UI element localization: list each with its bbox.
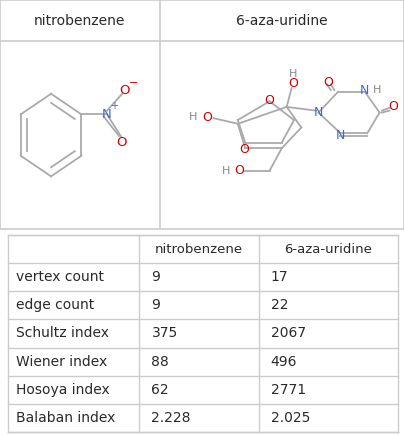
Text: N: N bbox=[314, 106, 323, 119]
Text: H: H bbox=[288, 69, 297, 79]
Text: 496: 496 bbox=[271, 354, 297, 368]
Text: O: O bbox=[202, 111, 212, 124]
Text: Hosoya index: Hosoya index bbox=[16, 383, 110, 397]
Text: N: N bbox=[336, 129, 345, 143]
Text: 2771: 2771 bbox=[271, 383, 306, 397]
Text: Balaban index: Balaban index bbox=[16, 411, 116, 425]
Text: 6-aza-uridine: 6-aza-uridine bbox=[284, 243, 372, 255]
Text: −: − bbox=[128, 78, 138, 89]
Text: vertex count: vertex count bbox=[16, 270, 104, 284]
Text: O: O bbox=[119, 84, 130, 96]
Text: nitrobenzene: nitrobenzene bbox=[34, 14, 126, 27]
Text: N: N bbox=[102, 108, 112, 121]
Text: O: O bbox=[265, 94, 274, 107]
Text: edge count: edge count bbox=[16, 298, 95, 312]
Text: 2.228: 2.228 bbox=[152, 411, 191, 425]
Text: H: H bbox=[221, 166, 230, 176]
Text: O: O bbox=[323, 76, 333, 89]
Text: 62: 62 bbox=[152, 383, 169, 397]
Text: 2.025: 2.025 bbox=[271, 411, 310, 425]
Text: 22: 22 bbox=[271, 298, 288, 312]
Text: N: N bbox=[360, 84, 370, 96]
Text: 375: 375 bbox=[152, 327, 178, 341]
Text: O: O bbox=[288, 77, 298, 90]
Text: Schultz index: Schultz index bbox=[16, 327, 109, 341]
Text: 9: 9 bbox=[152, 298, 160, 312]
Text: O: O bbox=[116, 136, 126, 149]
Text: 17: 17 bbox=[271, 270, 288, 284]
Text: 9: 9 bbox=[152, 270, 160, 284]
Text: 88: 88 bbox=[152, 354, 169, 368]
Text: H: H bbox=[373, 85, 381, 95]
Text: O: O bbox=[388, 100, 398, 113]
Text: 6-aza-uridine: 6-aza-uridine bbox=[236, 14, 328, 27]
Text: 2067: 2067 bbox=[271, 327, 306, 341]
Text: O: O bbox=[234, 164, 244, 177]
Text: H: H bbox=[188, 112, 197, 122]
Text: O: O bbox=[239, 143, 249, 156]
Text: Wiener index: Wiener index bbox=[16, 354, 107, 368]
Text: +: + bbox=[110, 101, 118, 111]
Text: nitrobenzene: nitrobenzene bbox=[155, 243, 243, 255]
